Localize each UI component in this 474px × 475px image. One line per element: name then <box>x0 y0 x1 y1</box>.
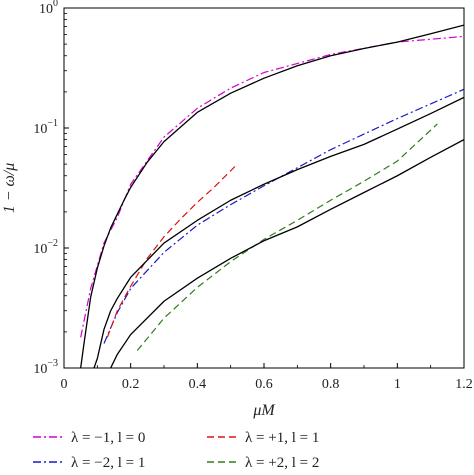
x-tick-label: 0.8 <box>322 377 340 392</box>
x-tick-label: 0.4 <box>189 377 207 392</box>
series-line-3 <box>106 163 238 338</box>
legend: λ = −1, l = 0 λ = −2, l = 1 λ = +1, l = 1 λ… <box>33 430 319 471</box>
legend-label: λ = +1, l = 1 <box>245 430 319 446</box>
x-tick-label: 0 <box>61 377 68 392</box>
y-tick-label: 10−1 <box>33 118 58 137</box>
y-tick-label: 10−3 <box>33 358 58 377</box>
x-axis-label: μM <box>252 402 276 419</box>
y-axis-label: 1 − ω/μ <box>1 163 18 214</box>
x-tick-label: 1 <box>394 377 401 392</box>
legend-label: λ = +2, l = 2 <box>245 455 319 471</box>
y-tick-label: 10−2 <box>33 238 58 257</box>
ticks-layer: 0 0.2 0.4 0.6 0.8 1 1.2 10−3 10−2 10−1 100 <box>33 0 472 392</box>
series-layer <box>80 24 464 368</box>
series-line-7 <box>110 139 464 368</box>
x-tick-label: 0.2 <box>122 377 140 392</box>
plot-frame <box>63 7 465 369</box>
series-line-1 <box>80 35 464 338</box>
series-line-6 <box>93 96 464 368</box>
x-tick-label: 0.6 <box>255 377 273 392</box>
legend-label: λ = −1, l = 0 <box>71 430 145 446</box>
legend-label: λ = −2, l = 1 <box>71 455 145 471</box>
series-line-5 <box>80 24 464 368</box>
y-tick-label: 100 <box>39 0 58 17</box>
series-line-2 <box>103 88 464 344</box>
series-line-4 <box>136 123 438 351</box>
x-tick-label: 1.2 <box>455 377 473 392</box>
